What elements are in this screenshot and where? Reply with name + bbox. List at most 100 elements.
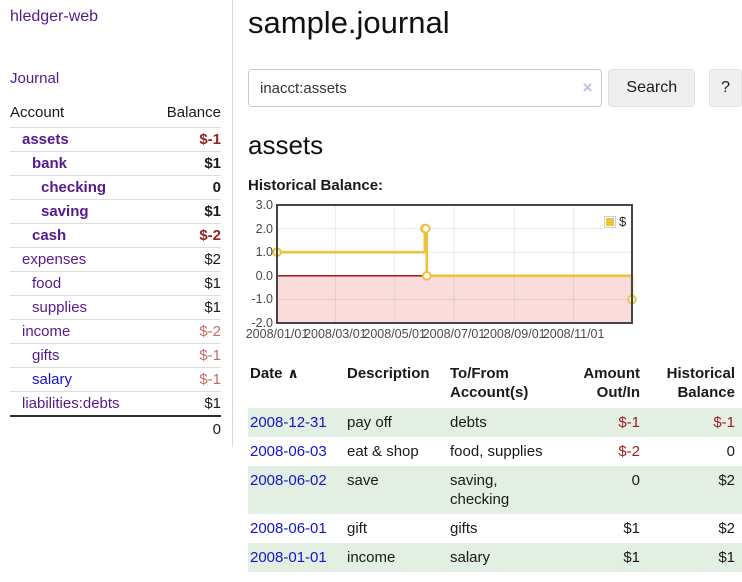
account-link-salary[interactable]: salary bbox=[32, 371, 73, 388]
accounts-total-row: 0 bbox=[10, 415, 221, 441]
accounts-table: Account Balance assets $-1 bank $1 check… bbox=[10, 102, 221, 441]
x-axis-tick-label: 2008/01/01 bbox=[245, 327, 309, 341]
transaction-description: income bbox=[345, 543, 448, 572]
account-balance: 0 bbox=[151, 175, 221, 200]
account-link-food[interactable]: food bbox=[32, 275, 62, 292]
account-row: expenses $2 bbox=[10, 247, 221, 272]
transaction-balance: $-1 bbox=[646, 408, 742, 437]
account-row: checking 0 bbox=[10, 175, 221, 200]
page-title: sample.journal bbox=[248, 5, 450, 40]
x-axis-tick-label: 2008/11/01 bbox=[542, 327, 605, 341]
account-balance: $1 bbox=[151, 271, 221, 296]
transaction-balance: $1 bbox=[646, 543, 742, 572]
sidebar-item-journal[interactable]: Journal bbox=[10, 70, 60, 87]
account-balance: $1 bbox=[151, 151, 221, 176]
x-axis-tick-label: 2008/05/01 bbox=[363, 327, 426, 341]
sort-ascending-icon: ∧ bbox=[287, 365, 299, 381]
transaction-balance: $2 bbox=[718, 520, 735, 537]
account-link-cash[interactable]: cash bbox=[32, 227, 67, 244]
historical-balance-column-header: Historical Balance bbox=[666, 365, 735, 401]
legend-label: $ bbox=[619, 214, 627, 229]
x-axis-tick-label: 2008/09/01 bbox=[483, 327, 546, 341]
account-link-bank[interactable]: bank bbox=[32, 155, 68, 172]
balance-column-header: Balance bbox=[151, 102, 221, 128]
transaction-balance: 0 bbox=[726, 443, 735, 460]
transaction-row: 2008-12-31 pay off debts $-1 $-1 bbox=[248, 408, 742, 437]
account-row: salary $-1 bbox=[10, 367, 221, 392]
transaction-description: save bbox=[345, 466, 448, 514]
chart-legend: $ bbox=[602, 213, 629, 230]
account-balance: $1 bbox=[151, 391, 221, 417]
transaction-amount: $1 bbox=[623, 520, 640, 537]
main-content: sample.journal × Search ? assets Histori… bbox=[246, 0, 742, 572]
search-form: × Search ? bbox=[248, 69, 742, 107]
account-row: liabilities:debts $1 bbox=[10, 391, 221, 417]
account-balance: $-2 bbox=[151, 319, 221, 344]
account-balance: $-1 bbox=[151, 343, 221, 368]
transaction-accounts: debts bbox=[448, 408, 554, 437]
transaction-date-link[interactable]: 2008-06-03 bbox=[250, 443, 327, 460]
y-axis-tick-label: 3.0 bbox=[255, 198, 273, 212]
transaction-date-link[interactable]: 2008-01-01 bbox=[250, 549, 327, 566]
account-balance: $2 bbox=[151, 247, 221, 272]
transaction-amount: $-2 bbox=[618, 443, 640, 460]
x-axis-tick-label: 2008/03/01 bbox=[304, 327, 367, 341]
app-title-link[interactable]: hledger-web bbox=[10, 8, 99, 25]
search-input[interactable] bbox=[248, 69, 603, 107]
historical-balance-chart: $ 3.0 2.0 1.0 0.0 -1.0 -2.0 2008/01/01 2008/03/… bbox=[246, 196, 742, 346]
transaction-row: 2008-06-02 save saving, checking 0 $2 bbox=[248, 466, 742, 514]
account-link-liabilities-debts[interactable]: liabilities:debts bbox=[22, 395, 120, 412]
account-row: food $1 bbox=[10, 271, 221, 296]
transaction-row: 2008-06-01 gift gifts $1 $2 bbox=[248, 514, 742, 543]
transaction-accounts: saving, checking bbox=[448, 466, 554, 514]
account-link-assets[interactable]: assets bbox=[22, 131, 69, 148]
account-link-income[interactable]: income bbox=[22, 323, 71, 340]
accounts-header-row: Account Balance bbox=[10, 102, 221, 128]
transaction-amount: $1 bbox=[554, 543, 646, 572]
accounts-total-value: 0 bbox=[151, 415, 221, 441]
account-row: gifts $-1 bbox=[10, 343, 221, 368]
y-axis-tick-label: 1.0 bbox=[255, 245, 273, 260]
account-row: bank $1 bbox=[10, 151, 221, 176]
transaction-date-link[interactable]: 2008-06-02 bbox=[250, 472, 327, 489]
transaction-date-link[interactable]: 2008-06-01 bbox=[250, 520, 327, 537]
help-button[interactable]: ? bbox=[709, 69, 742, 107]
register-table: Date ∧ Description To/From Account(s) Amo… bbox=[248, 358, 742, 572]
transaction-row: 2008-06-03 eat & shop food, supplies $-2… bbox=[248, 437, 742, 466]
account-row: cash $-2 bbox=[10, 223, 221, 248]
chart-title: Historical Balance: bbox=[248, 177, 384, 194]
amount-column-header: Amount Out/In bbox=[583, 365, 640, 401]
account-balance: $1 bbox=[151, 199, 221, 224]
account-column-header: Account bbox=[10, 102, 152, 128]
y-axis-tick-label: 0.0 bbox=[255, 268, 273, 283]
search-button[interactable]: Search bbox=[608, 69, 696, 107]
account-link-checking[interactable]: checking bbox=[41, 179, 107, 196]
date-column-header[interactable]: Date ∧ bbox=[250, 365, 299, 382]
transaction-row: 2008-01-01 income salary $1 $1 bbox=[248, 543, 742, 572]
account-balance: $-1 bbox=[151, 367, 221, 392]
account-link-expenses[interactable]: expenses bbox=[22, 251, 87, 268]
account-balance: $-2 bbox=[151, 223, 221, 248]
transaction-accounts: salary bbox=[448, 543, 554, 572]
register-header-row: Date ∧ Description To/From Account(s) Amo… bbox=[248, 358, 742, 408]
account-link-saving[interactable]: saving bbox=[41, 203, 89, 220]
account-balance: $1 bbox=[151, 295, 221, 320]
transaction-description: gift bbox=[347, 520, 368, 537]
transaction-accounts: food, supplies bbox=[450, 443, 543, 460]
transaction-date-link[interactable]: 2008-12-31 bbox=[250, 414, 327, 431]
account-row: supplies $1 bbox=[10, 295, 221, 320]
account-link-gifts[interactable]: gifts bbox=[32, 347, 60, 364]
x-axis-tick-label: 2008/07/01 bbox=[422, 327, 486, 341]
transaction-description: pay off bbox=[345, 408, 448, 437]
clear-search-icon[interactable]: × bbox=[582, 78, 593, 97]
account-balance: $-1 bbox=[151, 127, 221, 152]
transaction-amount: 0 bbox=[554, 466, 646, 514]
account-link-supplies[interactable]: supplies bbox=[32, 299, 88, 316]
y-axis-tick-label: 2.0 bbox=[255, 221, 273, 236]
chart-plot[interactable] bbox=[248, 196, 742, 346]
transaction-accounts: gifts bbox=[450, 520, 478, 537]
transaction-description: eat & shop bbox=[347, 443, 419, 460]
account-row: assets $-1 bbox=[10, 127, 221, 152]
sidebar: hledger-web Journal Account Balance asse… bbox=[0, 0, 233, 447]
transaction-amount: $-1 bbox=[554, 408, 646, 437]
